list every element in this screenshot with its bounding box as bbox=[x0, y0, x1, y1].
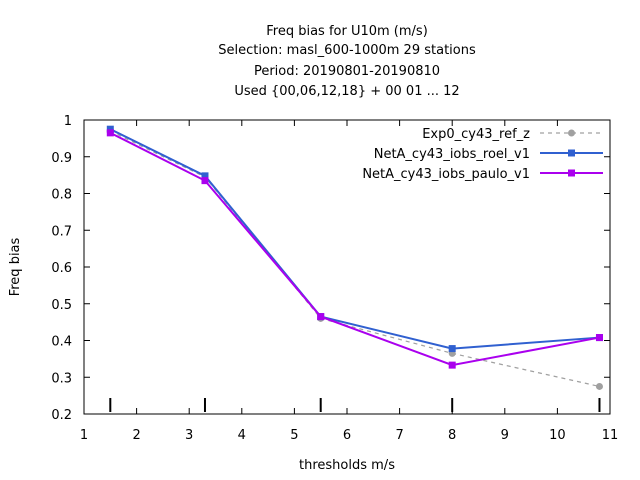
series-point bbox=[595, 382, 603, 390]
series bbox=[106, 129, 603, 369]
series-point bbox=[201, 172, 209, 180]
y-tick-label: 0.4 bbox=[51, 335, 72, 350]
series-point bbox=[448, 361, 456, 369]
y-axis: 0.2 0.3 0.4 0.5 0.6 0.7 0.8 0.9 1 bbox=[51, 114, 610, 423]
series-point bbox=[201, 177, 209, 185]
threshold-markers bbox=[109, 398, 601, 412]
x-axis: 1 2 3 4 5 6 7 8 9 10 11 bbox=[80, 120, 618, 443]
x-tick-label: 3 bbox=[185, 428, 193, 443]
x-tick-label: 6 bbox=[343, 428, 351, 443]
y-tick-label: 0.7 bbox=[51, 224, 72, 239]
series-point bbox=[595, 334, 603, 342]
x-tick-label: 2 bbox=[132, 428, 140, 443]
x-tick-label: 9 bbox=[501, 428, 509, 443]
series-point bbox=[106, 125, 114, 133]
legend-label: Exp0_cy43_ref_z bbox=[422, 127, 530, 142]
chart-title-block: Freq bias for U10m (m/s) Selection: masl… bbox=[218, 24, 476, 99]
x-tick-label: 10 bbox=[549, 428, 566, 443]
x-tick-label: 4 bbox=[238, 428, 246, 443]
series-point bbox=[317, 313, 325, 321]
y-tick-label: 0.5 bbox=[51, 298, 72, 313]
legend-label: NetA_cy43_iobs_roel_v1 bbox=[374, 147, 530, 162]
x-tick-label: 8 bbox=[448, 428, 456, 443]
y-axis-label: Freq bias bbox=[8, 237, 23, 296]
series-point bbox=[568, 129, 575, 137]
y-tick-label: 0.9 bbox=[51, 151, 72, 166]
x-tick-label: 11 bbox=[602, 428, 619, 443]
chart-title-line: Selection: masl_600-1000m 29 stations bbox=[218, 43, 476, 58]
x-tick-label: 5 bbox=[290, 428, 298, 443]
plot-frame bbox=[83, 119, 611, 415]
series-point bbox=[568, 169, 575, 177]
x-tick-label: 7 bbox=[395, 428, 403, 443]
legend-label: NetA_cy43_iobs_paulo_v1 bbox=[362, 167, 530, 182]
x-axis-label: thresholds m/s bbox=[299, 458, 395, 473]
y-tick-label: 0.8 bbox=[51, 188, 72, 203]
y-tick-label: 0.6 bbox=[51, 261, 72, 276]
y-tick-label: 0.2 bbox=[51, 408, 72, 423]
series-point bbox=[106, 129, 114, 137]
series-line bbox=[109, 128, 600, 350]
y-tick-label: 1 bbox=[64, 114, 72, 129]
series-point bbox=[568, 149, 575, 157]
y-tick-label: 0.3 bbox=[51, 371, 72, 386]
x-tick-label: 1 bbox=[80, 428, 88, 443]
series-group bbox=[106, 125, 603, 390]
series-point bbox=[448, 345, 456, 353]
chart-title-line: Freq bias for U10m (m/s) bbox=[266, 24, 428, 39]
chart-title-line: Period: 20190801-20190810 bbox=[254, 64, 440, 79]
chart-title-line: Used {00,06,12,18} + 00 01 ... 12 bbox=[234, 84, 459, 99]
legend: Exp0_cy43_ref_z NetA_cy43_iobs_roel_v1 Net… bbox=[362, 127, 603, 182]
